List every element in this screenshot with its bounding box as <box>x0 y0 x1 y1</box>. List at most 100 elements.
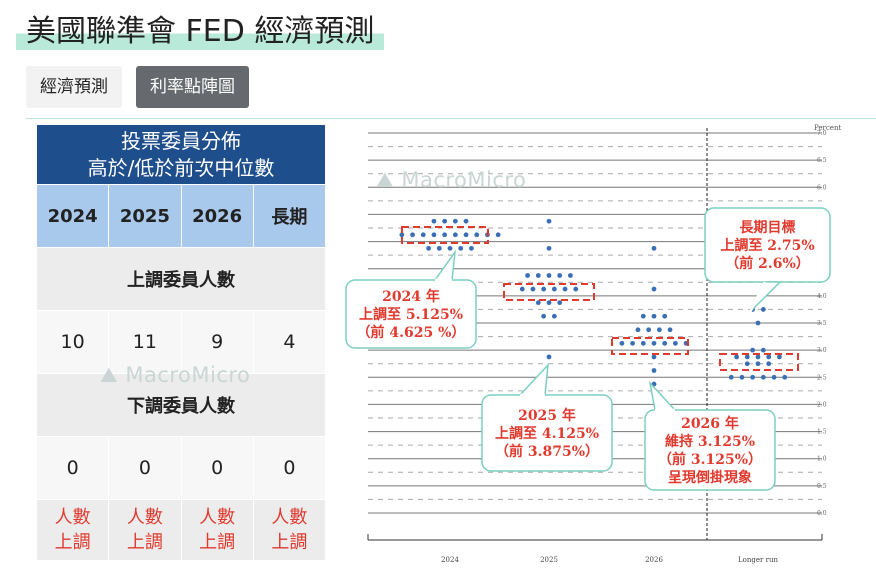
footer-text: 人數 <box>271 507 308 528</box>
column-header: 2025 <box>108 184 182 248</box>
y-tick-label: 3.0 <box>817 347 827 354</box>
dot <box>546 273 552 278</box>
y-tick-label: 6.0 <box>817 184 827 191</box>
dot <box>557 273 563 278</box>
median-box <box>401 226 489 244</box>
cell: 10 <box>35 310 110 374</box>
table-title-line: 投票委員分佈 <box>121 128 241 153</box>
footer-text: 人數 <box>54 507 91 528</box>
dot <box>619 340 625 346</box>
watermark: ⛰ MacroMicro <box>376 168 527 192</box>
cell: 0 <box>35 436 110 500</box>
y-tick-label: 0.0 <box>817 510 827 517</box>
tail-mask <box>748 281 767 313</box>
dot <box>463 232 469 238</box>
dot <box>640 313 646 319</box>
dot <box>750 347 756 353</box>
callout-text: 2025 年 <box>518 407 576 424</box>
watermark: ⛰ MacroMicro <box>100 363 251 387</box>
unit-label: Percent <box>814 124 841 132</box>
tab-active[interactable]: 利率點陣圖 <box>136 66 249 108</box>
footer-text: 人數 <box>126 507 163 528</box>
watermark-text: MacroMicro <box>401 168 527 192</box>
dot <box>656 327 662 333</box>
footer-cell: 人數 上調 <box>35 499 110 561</box>
dot <box>530 286 536 292</box>
dot <box>640 340 646 346</box>
median-box <box>611 337 689 355</box>
footer-cell: 人數 上調 <box>252 499 327 561</box>
dot <box>458 245 464 251</box>
dot <box>535 300 541 306</box>
y-tick-label: 2.0 <box>817 401 827 408</box>
callout-text: 長期目標 <box>740 219 796 236</box>
dot <box>728 374 734 380</box>
dot <box>760 374 766 380</box>
divider <box>26 118 876 119</box>
dot <box>546 218 552 224</box>
y-tick-label: 0.5 <box>817 483 827 490</box>
dot <box>546 354 552 360</box>
dot <box>436 245 442 251</box>
dot <box>651 245 657 251</box>
dot <box>766 361 772 367</box>
callout-text: 維持 3.125% <box>665 433 755 450</box>
vote-table: 投票委員分佈 高於/低於前次中位數 2024 2025 2026 長期 上調委員人… <box>35 124 327 561</box>
dot <box>662 313 668 319</box>
y-tick-label: 3.5 <box>817 320 827 327</box>
dot <box>541 286 547 292</box>
dot <box>469 245 474 251</box>
callout-text: （前 3.125%） <box>658 451 762 468</box>
x-tick-label: Longer run <box>738 556 778 564</box>
footer-text: 上調 <box>54 532 91 553</box>
dot <box>519 286 525 292</box>
callout-tail <box>433 249 457 281</box>
cell: 4 <box>252 310 327 374</box>
callout-text: （前 4.625 %） <box>357 324 466 341</box>
dot <box>410 232 415 238</box>
dot <box>420 232 426 238</box>
x-tick-label: 2026 <box>645 556 663 564</box>
callout-text: 2026 年 <box>681 415 739 432</box>
dot <box>662 340 668 346</box>
dot <box>452 218 458 224</box>
dot-plot: Percent0.00.51.01.52.02.53.03.54.04.55.0… <box>345 124 841 564</box>
callout-text: 呈現倒掛現象 <box>668 469 752 486</box>
callout-text: （前 2.6%） <box>725 255 810 272</box>
callout-text: 上調至 2.75% <box>720 237 814 254</box>
dot <box>551 313 557 319</box>
dot <box>495 232 501 238</box>
dot <box>635 327 641 333</box>
dot <box>744 361 750 367</box>
footer-cell: 人數 上調 <box>180 499 254 561</box>
dot <box>431 232 437 238</box>
column-header: 2026 <box>180 184 254 248</box>
dot <box>744 354 750 360</box>
column-header: 2024 <box>35 184 110 248</box>
x-tick-label: 2025 <box>540 556 558 564</box>
watermark-text: MacroMicro <box>125 363 251 387</box>
dot <box>766 354 772 360</box>
footer-text: 上調 <box>126 532 163 553</box>
footer-text: 上調 <box>199 532 236 553</box>
cell: 11 <box>108 310 182 374</box>
tab[interactable]: 經濟預測 <box>26 66 122 108</box>
callout-tail <box>518 362 549 396</box>
dot <box>651 313 657 319</box>
callout-box <box>481 394 613 472</box>
dot <box>562 286 568 292</box>
dot <box>782 374 788 380</box>
table-title-line: 高於/低於前次中位數 <box>87 155 275 180</box>
dot <box>426 245 431 251</box>
dot <box>651 340 657 346</box>
footer-text: 人數 <box>199 507 236 528</box>
callout-text: 上調至 4.125% <box>495 425 599 442</box>
y-tick-label: 4.0 <box>817 293 827 300</box>
column-header: 長期 <box>252 184 327 248</box>
y-tick-label: 1.0 <box>817 456 827 463</box>
callout-text: 上調至 5.125% <box>359 306 463 323</box>
dot <box>399 232 405 238</box>
dot <box>551 286 557 292</box>
dot <box>777 354 782 360</box>
x-tick-label: 2024 <box>441 556 459 564</box>
